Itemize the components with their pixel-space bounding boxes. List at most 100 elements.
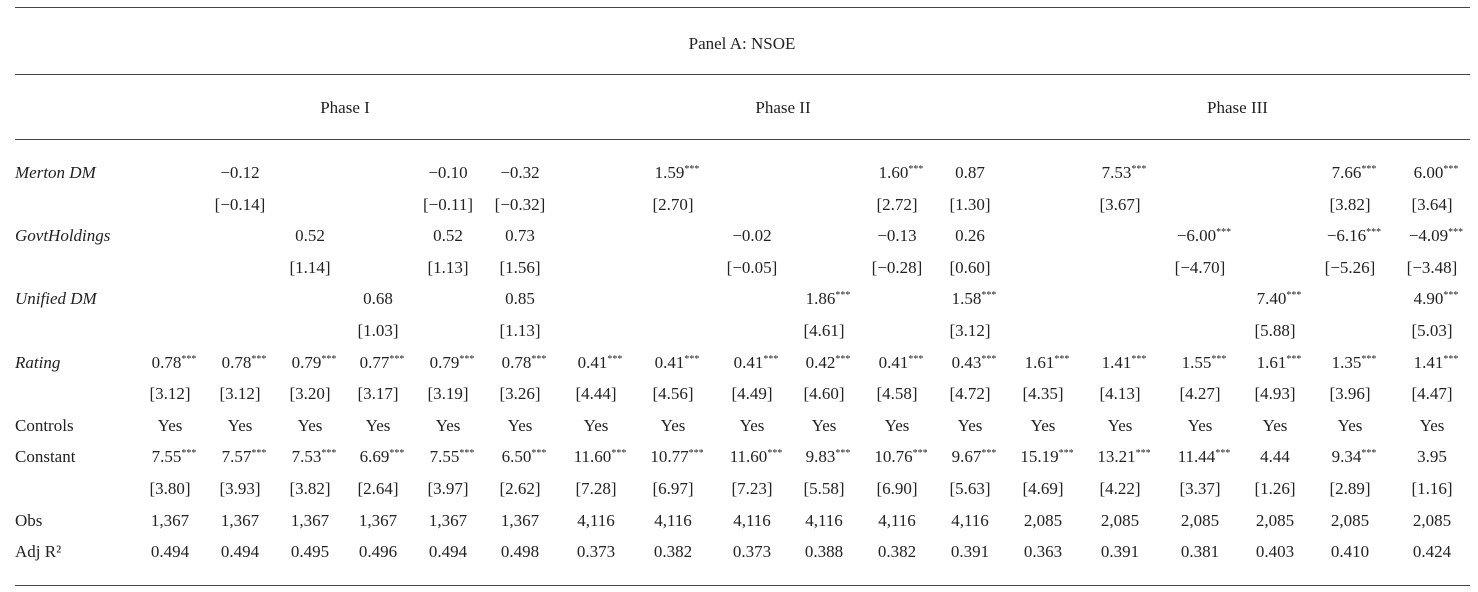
t-stat: [4.60]: [803, 384, 845, 404]
significance-stars: ***: [981, 353, 997, 365]
cell: −6.16***: [1327, 226, 1381, 246]
significance-stars: ***: [1443, 353, 1459, 365]
coefficient: 2,085: [1023, 510, 1063, 530]
cell: Yes: [508, 416, 533, 436]
coefficient: 4.44: [1260, 447, 1290, 467]
t-stat: [3.12]: [949, 321, 991, 340]
t-stat: [−4.70]: [1174, 257, 1226, 277]
significance-stars: ***: [1361, 448, 1377, 460]
coefficient: Yes: [1187, 415, 1213, 435]
coefficient: Yes: [1419, 415, 1445, 435]
cell: −0.10: [428, 163, 467, 183]
t-stat: [1.13]: [427, 257, 469, 277]
coefficient: 7.57: [221, 447, 252, 467]
t-stat: [4.49]: [731, 384, 773, 404]
coefficient: Yes: [1107, 415, 1133, 435]
row-label: GovtHoldings: [15, 226, 111, 246]
significance-stars: ***: [459, 448, 475, 460]
significance-stars: ***: [1443, 164, 1459, 175]
t-stat: [3.64]: [1411, 194, 1453, 214]
row-label: Merton DM: [15, 163, 96, 182]
coefficient: 0.41: [733, 352, 764, 372]
cell: 1.41***: [1414, 353, 1459, 373]
t-stat: [1.56]: [499, 257, 541, 277]
coefficient: 0.391: [1100, 542, 1140, 562]
coefficient: 0.42: [805, 352, 836, 372]
cell: −4.09***: [1409, 226, 1463, 246]
cell: 7.53***: [1102, 163, 1147, 183]
coefficient: −6.00: [1176, 226, 1217, 246]
t-stat: [−0.14]: [214, 194, 266, 214]
coefficient: 9.34: [1331, 447, 1362, 467]
t-stat: [5.88]: [1254, 321, 1296, 340]
coefficient: 0.43: [951, 352, 982, 372]
coefficient: 0.78: [151, 352, 182, 372]
coefficient: 4,116: [805, 510, 843, 530]
significance-stars: ***: [1211, 353, 1227, 365]
t-stat: [3.96]: [1329, 384, 1371, 404]
significance-stars: ***: [1054, 353, 1070, 365]
coefficient: 0.68: [363, 289, 393, 309]
coefficient: −0.32: [500, 163, 540, 182]
coefficient: −6.16: [1326, 226, 1367, 246]
t-stat: [4.56]: [652, 384, 694, 404]
coefficient: 1.41: [1101, 352, 1132, 372]
cell: Yes: [661, 416, 686, 436]
cell: 0.85: [505, 289, 535, 309]
t-stat: [4.58]: [876, 384, 918, 404]
cell: 1.55***: [1182, 353, 1227, 373]
significance-stars: ***: [763, 353, 779, 365]
coefficient: Yes: [660, 415, 686, 435]
coefficient: 4,116: [577, 510, 615, 530]
significance-stars: ***: [835, 290, 851, 302]
coefficient: 0.77: [359, 352, 390, 372]
cell: 0.382: [878, 542, 916, 562]
cell: −6.00***: [1177, 226, 1231, 246]
t-stat: [4.93]: [1254, 384, 1296, 404]
coefficient: Yes: [811, 415, 837, 435]
t-stat: [1.26]: [1254, 479, 1296, 498]
cell: 4,116: [805, 511, 843, 531]
coefficient: 0.52: [433, 226, 463, 246]
coefficient: 0.494: [220, 542, 260, 562]
significance-stars: ***: [688, 448, 704, 460]
cell: Yes: [958, 416, 983, 436]
cell: 4,116: [733, 511, 771, 531]
cell: 0.87: [955, 163, 985, 183]
coefficient: 1.60: [878, 163, 909, 182]
cell: 0.78***: [222, 353, 267, 373]
t-stat: [0.60]: [949, 257, 991, 277]
cell: 0.363: [1024, 542, 1062, 562]
coefficient: 0.87: [955, 163, 985, 182]
cell: 0.68: [363, 289, 393, 309]
t-stat: [3.37]: [1179, 479, 1221, 498]
cell: 0.43***: [952, 353, 997, 373]
coefficient: 0.424: [1412, 542, 1452, 562]
t-stat: [4.22]: [1099, 479, 1141, 498]
coefficient: 0.373: [732, 542, 772, 562]
coefficient: 0.363: [1023, 542, 1063, 562]
t-stat: [3.12]: [219, 384, 261, 404]
coefficient: 1.61: [1024, 352, 1055, 372]
phase-header: Phase II: [755, 98, 811, 117]
coefficient: Yes: [1030, 415, 1056, 435]
cell: 1.61***: [1257, 353, 1302, 373]
rule: [15, 74, 1470, 75]
coefficient: 0.52: [295, 226, 325, 246]
cell: −0.13: [877, 226, 916, 246]
coefficient: 0.382: [653, 542, 693, 562]
coefficient: Yes: [1337, 415, 1363, 435]
cell: Yes: [1031, 416, 1056, 436]
cell: 0.41***: [879, 353, 924, 373]
cell: 0.391: [951, 542, 989, 562]
t-stat: [4.13]: [1099, 384, 1141, 404]
cell: Yes: [366, 416, 391, 436]
cell: 0.382: [654, 542, 692, 562]
t-stat: [3.80]: [149, 479, 191, 498]
cell: 2,085: [1256, 511, 1294, 531]
coefficient: 1,367: [500, 510, 540, 530]
significance-stars: ***: [1443, 290, 1459, 302]
cell: 6.00***: [1414, 163, 1459, 183]
t-stat: [3.17]: [357, 384, 399, 404]
coefficient: 0.494: [150, 542, 190, 562]
